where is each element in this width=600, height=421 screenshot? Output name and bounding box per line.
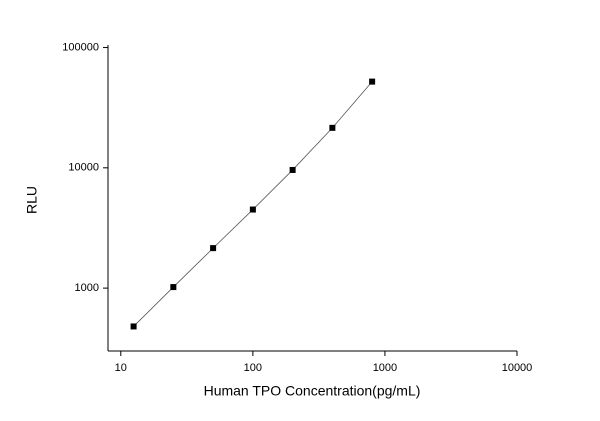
x-tick-label: 100	[244, 362, 262, 374]
data-point	[249, 206, 256, 213]
data-point	[289, 166, 296, 173]
x-tick-label: 10000	[502, 362, 533, 374]
x-tick-label: 1000	[373, 362, 397, 374]
data-point	[369, 78, 376, 85]
data-point	[130, 323, 137, 330]
data-point	[210, 245, 217, 252]
data-point	[170, 284, 177, 291]
data-point	[329, 124, 336, 131]
y-tick-label: 1000	[75, 282, 99, 294]
y-axis-title: RLU	[24, 186, 40, 214]
y-tick-label: 100000	[62, 41, 99, 53]
x-tick-label: 10	[115, 362, 127, 374]
y-tick-label: 10000	[68, 162, 99, 174]
fit-line	[133, 81, 373, 327]
x-axis-title: Human TPO Concentration(pg/mL)	[204, 383, 421, 399]
